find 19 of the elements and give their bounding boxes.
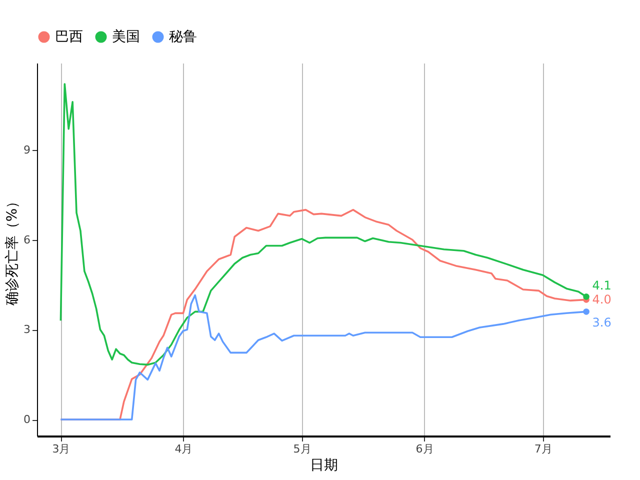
y-tick-label: 6 — [24, 233, 30, 246]
y-axis-title: 确诊死亡率（%） — [4, 194, 20, 307]
point — [583, 308, 590, 315]
data-label: 3.6 — [592, 316, 612, 330]
x-tick-label: 5月 — [293, 442, 312, 456]
x-tick-label: 7月 — [534, 442, 552, 456]
legend-label: 美国 — [112, 29, 140, 45]
y-tick-label: 0 — [24, 413, 30, 426]
x-tick-label: 4月 — [174, 442, 193, 456]
legend-label: 秘鲁 — [169, 29, 197, 45]
data-label: 4.0 — [592, 292, 612, 307]
x-axis-title: 日期 — [310, 458, 338, 474]
legend-label: 巴西 — [55, 29, 83, 45]
x-tick-label: 6月 — [416, 442, 434, 456]
data-label: 4.1 — [592, 278, 612, 293]
y-tick-label: 3 — [24, 323, 30, 336]
x-tick-label: 3月 — [52, 442, 70, 456]
point — [583, 294, 590, 300]
y-tick-label: 9 — [24, 143, 30, 156]
